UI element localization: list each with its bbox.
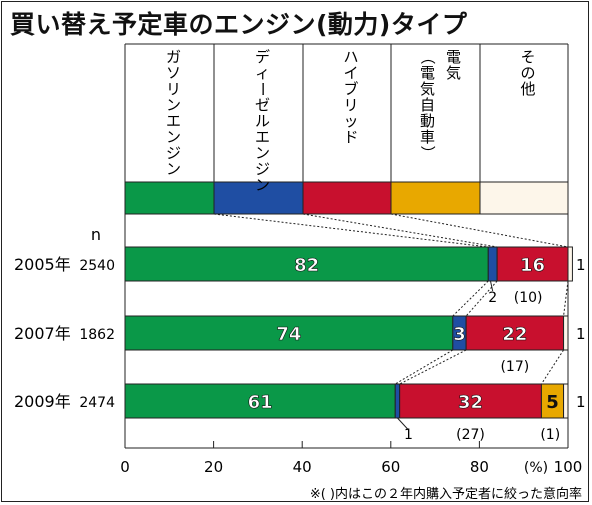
- legend-label-0-char: リ: [166, 80, 181, 98]
- legend-label-0-char: ジ: [166, 144, 181, 162]
- row-n-label: 2540: [79, 258, 115, 274]
- row-year-label: 2005年: [14, 255, 71, 274]
- legend-swatch-0: [124, 181, 215, 215]
- x-tick-label: 0: [120, 458, 130, 476]
- legend-label-0-char: ン: [166, 96, 181, 114]
- legend-label-1-char: ン: [255, 176, 270, 194]
- x-tick-label: 100: [554, 458, 583, 476]
- outside-right-label: 1: [576, 393, 586, 411]
- legend-label-2-char: ブ: [343, 80, 358, 98]
- legend-swatch-1: [213, 181, 304, 215]
- legend-label-1-char: ィ: [255, 64, 270, 82]
- bar-0-2: [496, 246, 569, 282]
- legend-label-0-char: ン: [166, 128, 181, 146]
- leader-diesel-2005: [489, 280, 494, 292]
- below-label: (1): [540, 427, 560, 443]
- bar-value-label: 74: [276, 324, 301, 345]
- connector-row-0-0: [452, 280, 489, 317]
- below-label: (10): [514, 290, 543, 306]
- row-year-label: 2009年: [14, 392, 71, 411]
- footnote: ※( )内はこの２年内購入予定者に絞った意向率: [310, 486, 582, 502]
- row-year-label: 2007年: [14, 324, 71, 343]
- bar-value-label: 32: [458, 392, 483, 413]
- connector-row-1-1: [399, 349, 467, 385]
- bar-value-label: 16: [520, 255, 545, 276]
- legend-label-2-char: イ: [343, 64, 358, 82]
- x-tick-label: 80: [470, 458, 489, 476]
- legend-label-0-char: ガ: [166, 48, 181, 66]
- connector-legend-gas: [213, 213, 489, 248]
- legend-label-3-char: 動: [420, 112, 435, 130]
- outside-right-label: 1: [576, 256, 586, 274]
- legend-label-3-char: 気: [446, 64, 461, 82]
- below-label: 2: [488, 290, 497, 306]
- legend-label-1-char: ン: [255, 144, 270, 162]
- x-tick-label: 60: [381, 458, 400, 476]
- x-tick-label: 20: [204, 458, 223, 476]
- legend-label-4-char: そ: [520, 48, 535, 66]
- bar-2-0: [124, 383, 396, 419]
- bar-2-1: [394, 383, 401, 419]
- legend-label-1-char: ゼ: [255, 96, 270, 114]
- legend-label-4-char: の: [520, 64, 535, 82]
- legend-label-3-char: ）: [419, 145, 437, 160]
- bar-2-2: [399, 383, 542, 419]
- legend-label-3-char: 気: [420, 80, 435, 98]
- legend-label-3-char: 電: [446, 48, 461, 66]
- below-label: 1: [404, 427, 413, 443]
- legend-label-1-char: ジ: [255, 160, 270, 178]
- legend-label-2-char: リ: [343, 96, 358, 114]
- connector-legend-diesel: [302, 213, 498, 248]
- row-n-label: 1862: [79, 327, 115, 343]
- n-label: n: [91, 225, 101, 244]
- legend-swatch-3: [390, 181, 481, 215]
- legend-label-0-char: ソ: [166, 64, 181, 82]
- legend-label-3-char: 電: [420, 64, 435, 82]
- legend-label-1-char: ー: [254, 81, 272, 96]
- legend-label-0-char: ン: [166, 160, 181, 178]
- row-n-label: 2474: [79, 395, 115, 411]
- bar-value-label: 5: [546, 392, 559, 413]
- x-tick-label: 40: [293, 458, 312, 476]
- legend-label-2-char: ハ: [343, 48, 358, 66]
- chart-title: 買い替え予定車のエンジン(動力)タイプ: [10, 10, 468, 39]
- bar-value-label: 61: [248, 392, 273, 413]
- below-label: (17): [500, 359, 529, 375]
- connector-row-1-2: [541, 349, 564, 385]
- bar-0-1: [487, 246, 498, 282]
- below-label: (27): [456, 427, 485, 443]
- bar-0-4: [567, 246, 573, 282]
- data-labels: 2005年 2540 82 16 12 (10)2007年 1862 74 3 22 1(17)20…: [14, 255, 586, 443]
- bar-1-4: [563, 315, 569, 351]
- legend-label-1-char: デ: [255, 48, 270, 66]
- bars: [124, 246, 573, 419]
- legend-label-3-char: 自: [420, 96, 435, 114]
- bar-1-2: [465, 315, 565, 351]
- legend-label-4-char: 他: [520, 80, 535, 98]
- legend-label-1-char: エ: [255, 128, 270, 146]
- legend-swatch-4: [479, 181, 569, 215]
- bar-0-0: [124, 246, 489, 282]
- bar-value-label: 3: [453, 324, 466, 345]
- outside-right-label: 1: [576, 325, 586, 343]
- legend-label-3-char: 車: [420, 128, 435, 146]
- legend-label-3-char: （: [419, 49, 437, 64]
- connector-row-1-0: [394, 349, 454, 385]
- bar-value-label: 22: [502, 324, 527, 345]
- legend-label-0-char: エ: [166, 112, 181, 130]
- legend-label-2-char: ッ: [343, 112, 358, 130]
- bar-value-label: 82: [294, 255, 319, 276]
- bar-2-4: [563, 383, 569, 419]
- leader-diesel-2009: [397, 417, 409, 431]
- connector-legend-hybrid: [390, 213, 569, 248]
- legend-label-2-char: ド: [343, 128, 358, 146]
- connector-row-0-2: [563, 280, 569, 317]
- x-unit-label: (%): [524, 460, 548, 476]
- legend-label-1-char: ル: [255, 112, 270, 130]
- legend-swatch-2: [302, 181, 392, 215]
